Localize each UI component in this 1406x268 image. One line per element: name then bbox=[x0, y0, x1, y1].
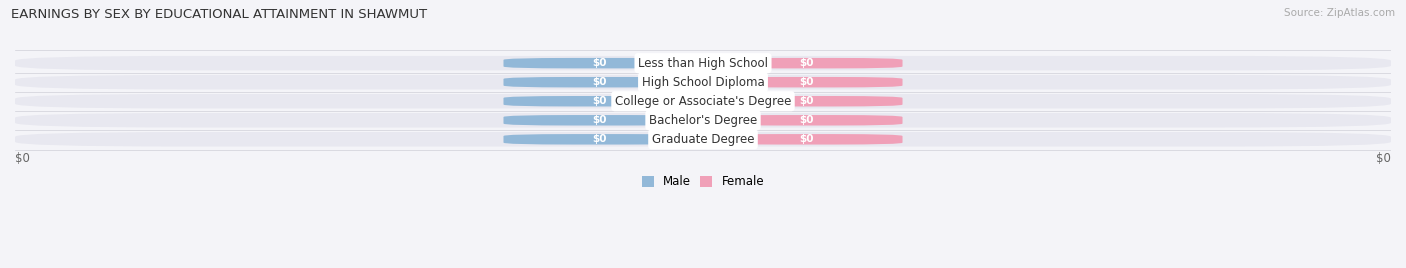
Text: $0: $0 bbox=[592, 115, 607, 125]
FancyBboxPatch shape bbox=[710, 58, 903, 68]
Text: $0: $0 bbox=[592, 96, 607, 106]
Text: $0: $0 bbox=[799, 77, 814, 87]
FancyBboxPatch shape bbox=[15, 113, 1391, 128]
FancyBboxPatch shape bbox=[710, 77, 903, 87]
Text: $0: $0 bbox=[592, 58, 607, 68]
Text: $0: $0 bbox=[799, 115, 814, 125]
FancyBboxPatch shape bbox=[15, 56, 1391, 70]
Text: Bachelor's Degree: Bachelor's Degree bbox=[650, 114, 756, 127]
FancyBboxPatch shape bbox=[503, 115, 696, 125]
FancyBboxPatch shape bbox=[15, 75, 1391, 90]
FancyBboxPatch shape bbox=[503, 96, 696, 106]
FancyBboxPatch shape bbox=[503, 134, 696, 144]
FancyBboxPatch shape bbox=[503, 58, 696, 68]
Text: $0: $0 bbox=[592, 134, 607, 144]
Text: High School Diploma: High School Diploma bbox=[641, 76, 765, 89]
Text: Graduate Degree: Graduate Degree bbox=[652, 133, 754, 146]
FancyBboxPatch shape bbox=[710, 96, 903, 106]
Text: Source: ZipAtlas.com: Source: ZipAtlas.com bbox=[1284, 8, 1395, 18]
Text: $0: $0 bbox=[1376, 152, 1391, 165]
Text: College or Associate's Degree: College or Associate's Degree bbox=[614, 95, 792, 108]
FancyBboxPatch shape bbox=[710, 115, 903, 125]
Legend: Male, Female: Male, Female bbox=[637, 170, 769, 193]
Text: $0: $0 bbox=[799, 58, 814, 68]
Text: EARNINGS BY SEX BY EDUCATIONAL ATTAINMENT IN SHAWMUT: EARNINGS BY SEX BY EDUCATIONAL ATTAINMEN… bbox=[11, 8, 427, 21]
FancyBboxPatch shape bbox=[15, 94, 1391, 109]
Text: $0: $0 bbox=[799, 96, 814, 106]
FancyBboxPatch shape bbox=[15, 132, 1391, 147]
FancyBboxPatch shape bbox=[710, 134, 903, 144]
Text: $0: $0 bbox=[592, 77, 607, 87]
Text: Less than High School: Less than High School bbox=[638, 57, 768, 70]
FancyBboxPatch shape bbox=[503, 77, 696, 87]
Text: $0: $0 bbox=[799, 134, 814, 144]
Text: $0: $0 bbox=[15, 152, 30, 165]
